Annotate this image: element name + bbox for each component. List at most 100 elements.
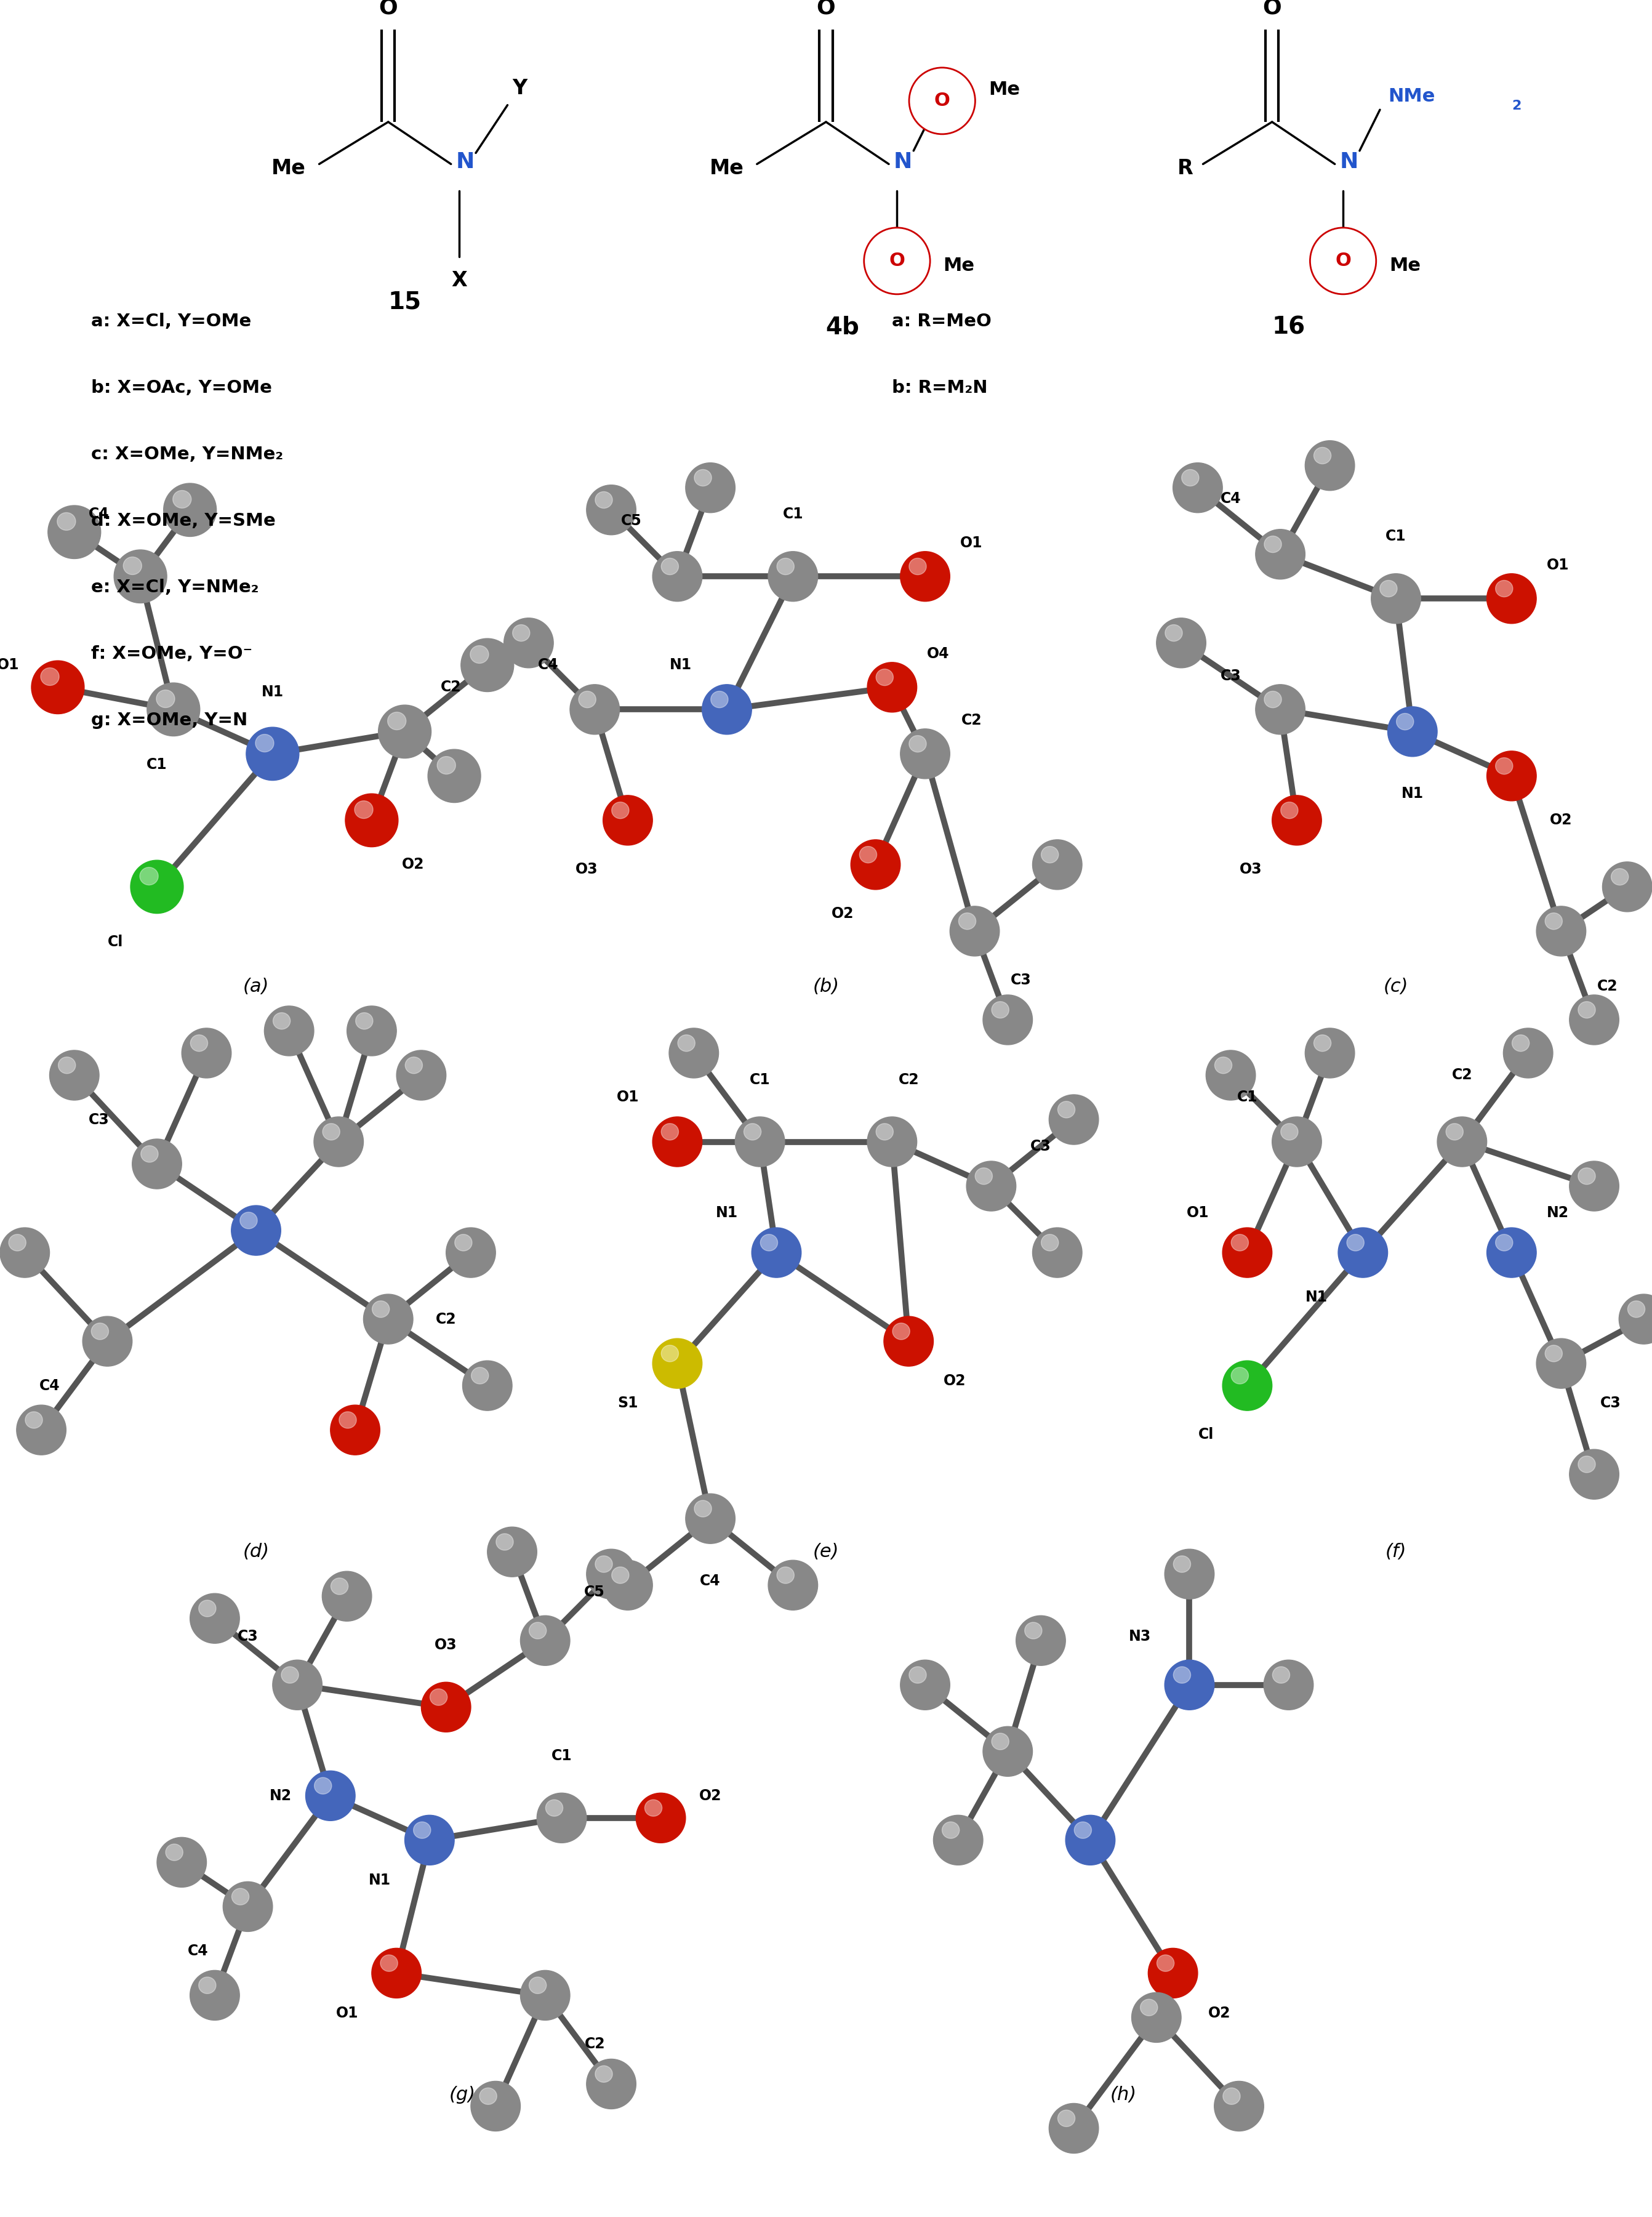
Ellipse shape: [1041, 1235, 1059, 1250]
Ellipse shape: [1016, 1616, 1066, 1665]
Text: C4: C4: [89, 508, 109, 521]
Ellipse shape: [752, 1228, 801, 1277]
Ellipse shape: [438, 756, 456, 774]
Ellipse shape: [1569, 1162, 1619, 1210]
Ellipse shape: [603, 796, 653, 845]
Ellipse shape: [58, 512, 76, 530]
Ellipse shape: [1032, 840, 1082, 889]
Ellipse shape: [1041, 847, 1059, 862]
Ellipse shape: [611, 803, 629, 818]
Ellipse shape: [909, 1667, 927, 1683]
Ellipse shape: [864, 228, 930, 295]
Ellipse shape: [867, 1117, 917, 1166]
Ellipse shape: [644, 1800, 662, 1816]
Ellipse shape: [1503, 1029, 1553, 1077]
Ellipse shape: [355, 1013, 373, 1029]
Ellipse shape: [1057, 2111, 1075, 2126]
Text: 15: 15: [388, 290, 421, 315]
Ellipse shape: [710, 692, 729, 707]
Ellipse shape: [1371, 574, 1421, 623]
Text: (f): (f): [1386, 1543, 1406, 1561]
Text: N3: N3: [1128, 1629, 1151, 1643]
Ellipse shape: [1256, 685, 1305, 734]
Ellipse shape: [1512, 1035, 1530, 1051]
Text: O: O: [889, 253, 905, 270]
Ellipse shape: [413, 1822, 431, 1838]
Text: N1: N1: [261, 685, 284, 698]
Ellipse shape: [694, 470, 712, 486]
Text: C3: C3: [1601, 1397, 1621, 1410]
Ellipse shape: [124, 556, 142, 574]
Text: N: N: [1340, 151, 1358, 173]
Ellipse shape: [1280, 803, 1298, 818]
Ellipse shape: [1264, 1661, 1313, 1709]
Ellipse shape: [182, 1029, 231, 1077]
Text: C4: C4: [188, 1944, 208, 1958]
Ellipse shape: [31, 661, 84, 714]
Ellipse shape: [58, 1058, 76, 1073]
Ellipse shape: [520, 1616, 570, 1665]
Text: N1: N1: [1401, 787, 1424, 800]
Ellipse shape: [1140, 2000, 1158, 2015]
Ellipse shape: [83, 1317, 132, 1366]
Ellipse shape: [520, 1971, 570, 2020]
Ellipse shape: [405, 1816, 454, 1864]
Text: C2: C2: [961, 714, 981, 727]
Ellipse shape: [991, 1002, 1009, 1018]
Ellipse shape: [1156, 619, 1206, 667]
Text: C2: C2: [1597, 980, 1617, 993]
Ellipse shape: [1310, 228, 1376, 295]
Ellipse shape: [372, 1301, 390, 1317]
Ellipse shape: [1132, 1993, 1181, 2042]
Text: Me: Me: [709, 157, 743, 180]
Text: C3: C3: [89, 1113, 109, 1126]
Text: R: R: [1178, 157, 1193, 180]
Text: C3: C3: [1221, 670, 1241, 683]
Ellipse shape: [504, 619, 553, 667]
Ellipse shape: [1222, 1228, 1272, 1277]
Ellipse shape: [776, 1567, 795, 1583]
Ellipse shape: [273, 1013, 291, 1029]
Ellipse shape: [900, 729, 950, 778]
Ellipse shape: [950, 907, 999, 956]
Ellipse shape: [198, 1978, 216, 1993]
Text: C2: C2: [1452, 1069, 1472, 1082]
Ellipse shape: [768, 552, 818, 601]
Ellipse shape: [595, 2066, 613, 2082]
Ellipse shape: [1256, 530, 1305, 579]
Ellipse shape: [578, 692, 596, 707]
Text: O: O: [816, 0, 836, 18]
Ellipse shape: [702, 685, 752, 734]
Ellipse shape: [91, 1324, 109, 1339]
Ellipse shape: [1495, 758, 1513, 774]
Ellipse shape: [428, 749, 481, 803]
Ellipse shape: [8, 1235, 26, 1250]
Ellipse shape: [380, 1955, 398, 1971]
Text: C1: C1: [552, 1749, 572, 1763]
Ellipse shape: [471, 1368, 489, 1383]
Text: g: X=OMe, Y=N: g: X=OMe, Y=N: [91, 712, 248, 729]
Ellipse shape: [892, 1324, 910, 1339]
Ellipse shape: [231, 1889, 249, 1904]
Ellipse shape: [1445, 1124, 1464, 1140]
Ellipse shape: [190, 1971, 240, 2020]
Text: O3: O3: [434, 1638, 458, 1652]
Ellipse shape: [1495, 581, 1513, 596]
Ellipse shape: [1032, 1228, 1082, 1277]
Text: C4: C4: [700, 1574, 720, 1587]
Text: O4: O4: [927, 647, 950, 661]
Text: Me: Me: [1389, 257, 1421, 275]
Ellipse shape: [661, 559, 679, 574]
Text: N1: N1: [1305, 1290, 1328, 1304]
Text: (g): (g): [449, 2086, 476, 2104]
Ellipse shape: [471, 2082, 520, 2131]
Ellipse shape: [900, 552, 950, 601]
Ellipse shape: [165, 1845, 183, 1860]
Text: C1: C1: [783, 508, 803, 521]
Ellipse shape: [677, 1035, 695, 1051]
Text: C5: C5: [621, 514, 641, 528]
Ellipse shape: [25, 1412, 43, 1428]
Text: O1: O1: [960, 537, 983, 550]
Ellipse shape: [140, 1146, 159, 1162]
Text: Me: Me: [943, 257, 975, 275]
